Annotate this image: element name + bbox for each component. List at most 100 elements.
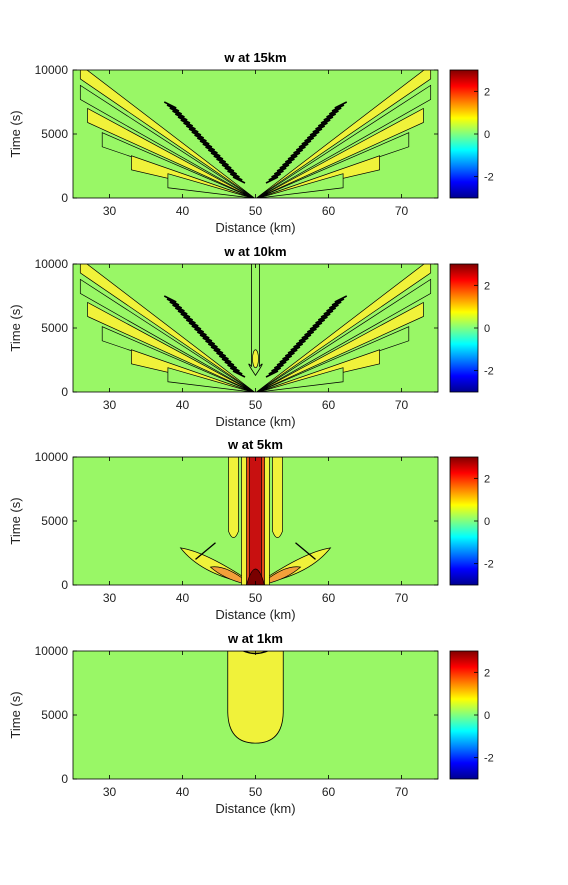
contour-line bbox=[229, 367, 243, 375]
contour-line bbox=[174, 113, 188, 121]
contour-line bbox=[265, 370, 279, 378]
x-tick-label: 50 bbox=[249, 591, 263, 605]
contour-line bbox=[287, 152, 301, 160]
contour-line bbox=[309, 128, 323, 136]
contour-line bbox=[298, 334, 312, 342]
colorbar-tick-label: 2 bbox=[484, 86, 490, 98]
x-tick-label: 70 bbox=[395, 204, 409, 218]
contour-line bbox=[185, 125, 199, 133]
x-tick-label: 50 bbox=[249, 398, 263, 412]
contour-line bbox=[221, 164, 235, 172]
x-tick-label: 60 bbox=[322, 204, 336, 218]
colorbar-tick-label: 0 bbox=[484, 323, 490, 335]
contour-line bbox=[279, 161, 293, 169]
contour-line bbox=[273, 167, 287, 175]
contour-line bbox=[323, 307, 337, 315]
contour-line bbox=[205, 340, 218, 348]
y-axis-label: Time (s) bbox=[8, 110, 23, 157]
contour-line bbox=[229, 173, 243, 181]
y-tick-label: 5000 bbox=[41, 514, 68, 528]
contour-line bbox=[172, 110, 185, 118]
x-tick-label: 60 bbox=[322, 785, 336, 799]
contour-line bbox=[227, 651, 284, 744]
wave-band bbox=[167, 367, 253, 392]
x-axis-label: Distance (km) bbox=[215, 607, 295, 622]
colorbar-tick-label: 0 bbox=[484, 516, 490, 528]
contour-line bbox=[312, 319, 326, 327]
x-tick-label: 50 bbox=[249, 785, 263, 799]
contour-line bbox=[290, 343, 304, 351]
x-tick-label: 60 bbox=[322, 591, 336, 605]
wave-band bbox=[257, 301, 424, 392]
contour-line bbox=[334, 295, 348, 303]
contour-line bbox=[194, 328, 207, 336]
wave-band bbox=[79, 264, 255, 392]
y-tick-label: 5000 bbox=[41, 127, 68, 141]
contour-line bbox=[334, 101, 348, 109]
contour-line bbox=[221, 358, 235, 366]
wave-band bbox=[79, 84, 255, 198]
contour-line bbox=[207, 343, 221, 351]
contour-line bbox=[301, 137, 315, 145]
contour-line bbox=[172, 304, 185, 312]
chart-panel: w at 1km 30 40 50 60 70 0 5000 10000 Distance (km… bbox=[8, 631, 494, 816]
contour-line bbox=[199, 140, 213, 148]
contour-line bbox=[195, 542, 216, 560]
x-tick-label: 70 bbox=[395, 398, 409, 412]
contour-line bbox=[293, 146, 306, 154]
contour-field bbox=[227, 651, 284, 744]
x-tick-label: 40 bbox=[176, 785, 190, 799]
wave-band bbox=[87, 301, 254, 392]
contour-line bbox=[271, 364, 284, 372]
contour-line bbox=[232, 370, 246, 378]
y-tick-label: 10000 bbox=[35, 450, 69, 464]
contour-line bbox=[191, 325, 205, 333]
chart-title: w at 15km bbox=[223, 50, 286, 65]
contour-line bbox=[284, 349, 298, 357]
contour-line bbox=[180, 119, 194, 127]
contour-line bbox=[202, 337, 216, 345]
wave-band bbox=[258, 173, 344, 198]
wave-band bbox=[87, 107, 254, 198]
y-tick-label: 0 bbox=[61, 191, 68, 205]
x-axis-label: Distance (km) bbox=[215, 801, 295, 816]
contour-line bbox=[272, 457, 283, 538]
colorbar bbox=[449, 456, 479, 586]
wave-band bbox=[167, 173, 253, 198]
y-tick-label: 0 bbox=[61, 772, 68, 786]
contour-line bbox=[207, 149, 221, 157]
x-tick-label: 40 bbox=[176, 204, 190, 218]
y-axis-label: Time (s) bbox=[8, 304, 23, 351]
contour-line bbox=[249, 457, 262, 585]
y-tick-label: 10000 bbox=[35, 644, 69, 658]
contour-line bbox=[298, 140, 312, 148]
contour-line bbox=[218, 355, 232, 363]
colorbar-tick-label: -2 bbox=[484, 559, 494, 571]
chart-title: w at 10km bbox=[223, 244, 286, 259]
contour-line bbox=[284, 155, 298, 163]
contour-line bbox=[227, 170, 240, 178]
contour-line bbox=[306, 131, 320, 139]
contour-line bbox=[271, 170, 284, 178]
contour-line bbox=[232, 176, 246, 184]
colorbar-tick-label: 2 bbox=[484, 280, 490, 292]
x-tick-label: 40 bbox=[176, 398, 190, 412]
contour-line bbox=[328, 107, 342, 115]
x-tick-label: 70 bbox=[395, 785, 409, 799]
wave-band bbox=[79, 70, 255, 198]
chart-title: w at 5km bbox=[227, 437, 283, 452]
contour-field bbox=[79, 70, 432, 198]
chart-title: w at 1km bbox=[227, 631, 283, 646]
contour-line bbox=[276, 358, 290, 366]
contour-line bbox=[216, 352, 229, 360]
contour-line bbox=[177, 116, 191, 124]
contour-line bbox=[227, 364, 240, 372]
colorbar-tick-label: -2 bbox=[484, 753, 494, 765]
contour-field bbox=[179, 457, 332, 585]
x-tick-label: 70 bbox=[395, 591, 409, 605]
contour-line bbox=[312, 125, 326, 133]
wave-band bbox=[256, 70, 432, 198]
y-axis-label: Time (s) bbox=[8, 691, 23, 738]
contour-line bbox=[309, 322, 323, 330]
